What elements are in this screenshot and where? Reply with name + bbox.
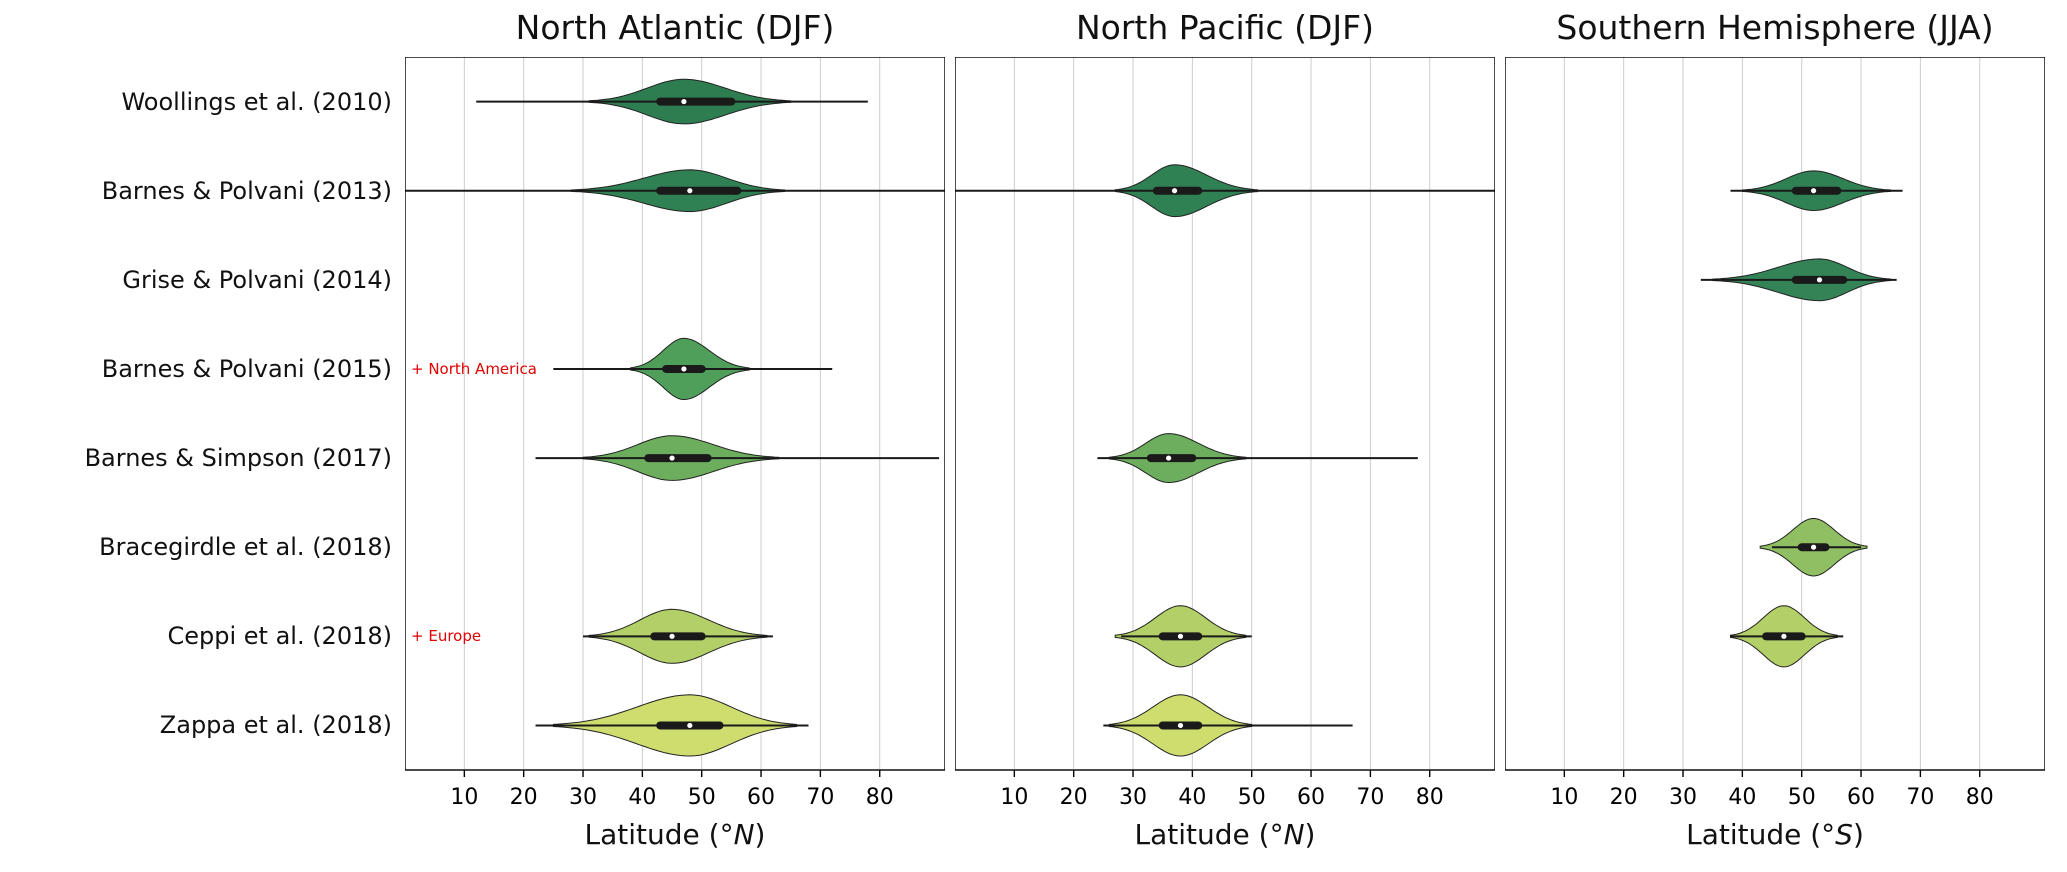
annotation-north-america: + North America (411, 360, 537, 378)
svg-text:60: 60 (1847, 785, 1875, 810)
svg-text:70: 70 (806, 785, 834, 810)
svg-text:50: 50 (1238, 785, 1266, 810)
svg-text:80: 80 (866, 785, 894, 810)
study-label-barnes-simpson-2017: Barnes & Simpson (2017) (84, 444, 392, 472)
study-label-barnes-polvani-2015: Barnes & Polvani (2015) (101, 355, 392, 383)
svg-text:20: 20 (1610, 785, 1638, 810)
svg-text:20: 20 (510, 785, 538, 810)
panel-svg-2: 10 20 30 40 50 60 70 80 (1505, 57, 2045, 810)
svg-text:30: 30 (569, 785, 597, 810)
panel-title-north-pacific: North Pacific (DJF) (1075, 8, 1375, 47)
panel-svg-1: 10 20 30 40 50 60 70 80 (955, 57, 1495, 810)
xaxis-label-pre: Latitude (° (584, 818, 734, 851)
svg-text:80: 80 (1416, 785, 1444, 810)
study-label-barnes-polvani-2013: Barnes & Polvani (2013) (101, 177, 392, 205)
panel-title-southern-hemisphere: Southern Hemisphere (JJA) (1556, 8, 1994, 47)
svg-text:50: 50 (688, 785, 716, 810)
xaxis-label-unit: N (1283, 818, 1305, 851)
svg-text:10: 10 (1550, 785, 1578, 810)
study-label-woollings-2010: Woollings et al. (2010) (121, 88, 392, 116)
svg-text:10: 10 (450, 785, 478, 810)
svg-text:40: 40 (1728, 785, 1756, 810)
svg-text:30: 30 (1669, 785, 1697, 810)
svg-text:60: 60 (747, 785, 775, 810)
svg-text:60: 60 (1297, 785, 1325, 810)
xaxis-label-southern-hemisphere: Latitude (°S) (1505, 818, 2045, 851)
xaxis-label-north-atlantic: Latitude (°N) (405, 818, 945, 851)
panel-title-north-atlantic: North Atlantic (DJF) (515, 8, 835, 47)
svg-text:80: 80 (1966, 785, 1994, 810)
svg-text:40: 40 (628, 785, 656, 810)
svg-text:70: 70 (1906, 785, 1934, 810)
svg-text:70: 70 (1356, 785, 1384, 810)
xaxis-label-pre: Latitude (° (1134, 818, 1284, 851)
xaxis-label-unit: S (1835, 818, 1853, 851)
svg-text:40: 40 (1178, 785, 1206, 810)
xaxis-label-pre: Latitude (° (1686, 818, 1836, 851)
study-label-ceppi-2018: Ceppi et al. (2018) (167, 622, 392, 650)
panel-svg-0: 10 20 30 40 50 60 70 80 (405, 57, 945, 810)
xaxis-label-unit: N (733, 818, 755, 851)
xaxis-label-north-pacific: Latitude (°N) (955, 818, 1495, 851)
xaxis-label-post: ) (754, 818, 766, 851)
xaxis-label-post: ) (1852, 818, 1864, 851)
xaxis-label-post: ) (1304, 818, 1316, 851)
svg-text:20: 20 (1060, 785, 1088, 810)
svg-text:10: 10 (1000, 785, 1028, 810)
study-label-bracegirdle-2018: Bracegirdle et al. (2018) (99, 533, 392, 561)
study-label-zappa-2018: Zappa et al. (2018) (159, 711, 392, 739)
annotation-europe: + Europe (411, 627, 482, 645)
study-label-grise-polvani-2014: Grise & Polvani (2014) (122, 266, 392, 294)
svg-text:30: 30 (1119, 785, 1147, 810)
svg-text:50: 50 (1788, 785, 1816, 810)
